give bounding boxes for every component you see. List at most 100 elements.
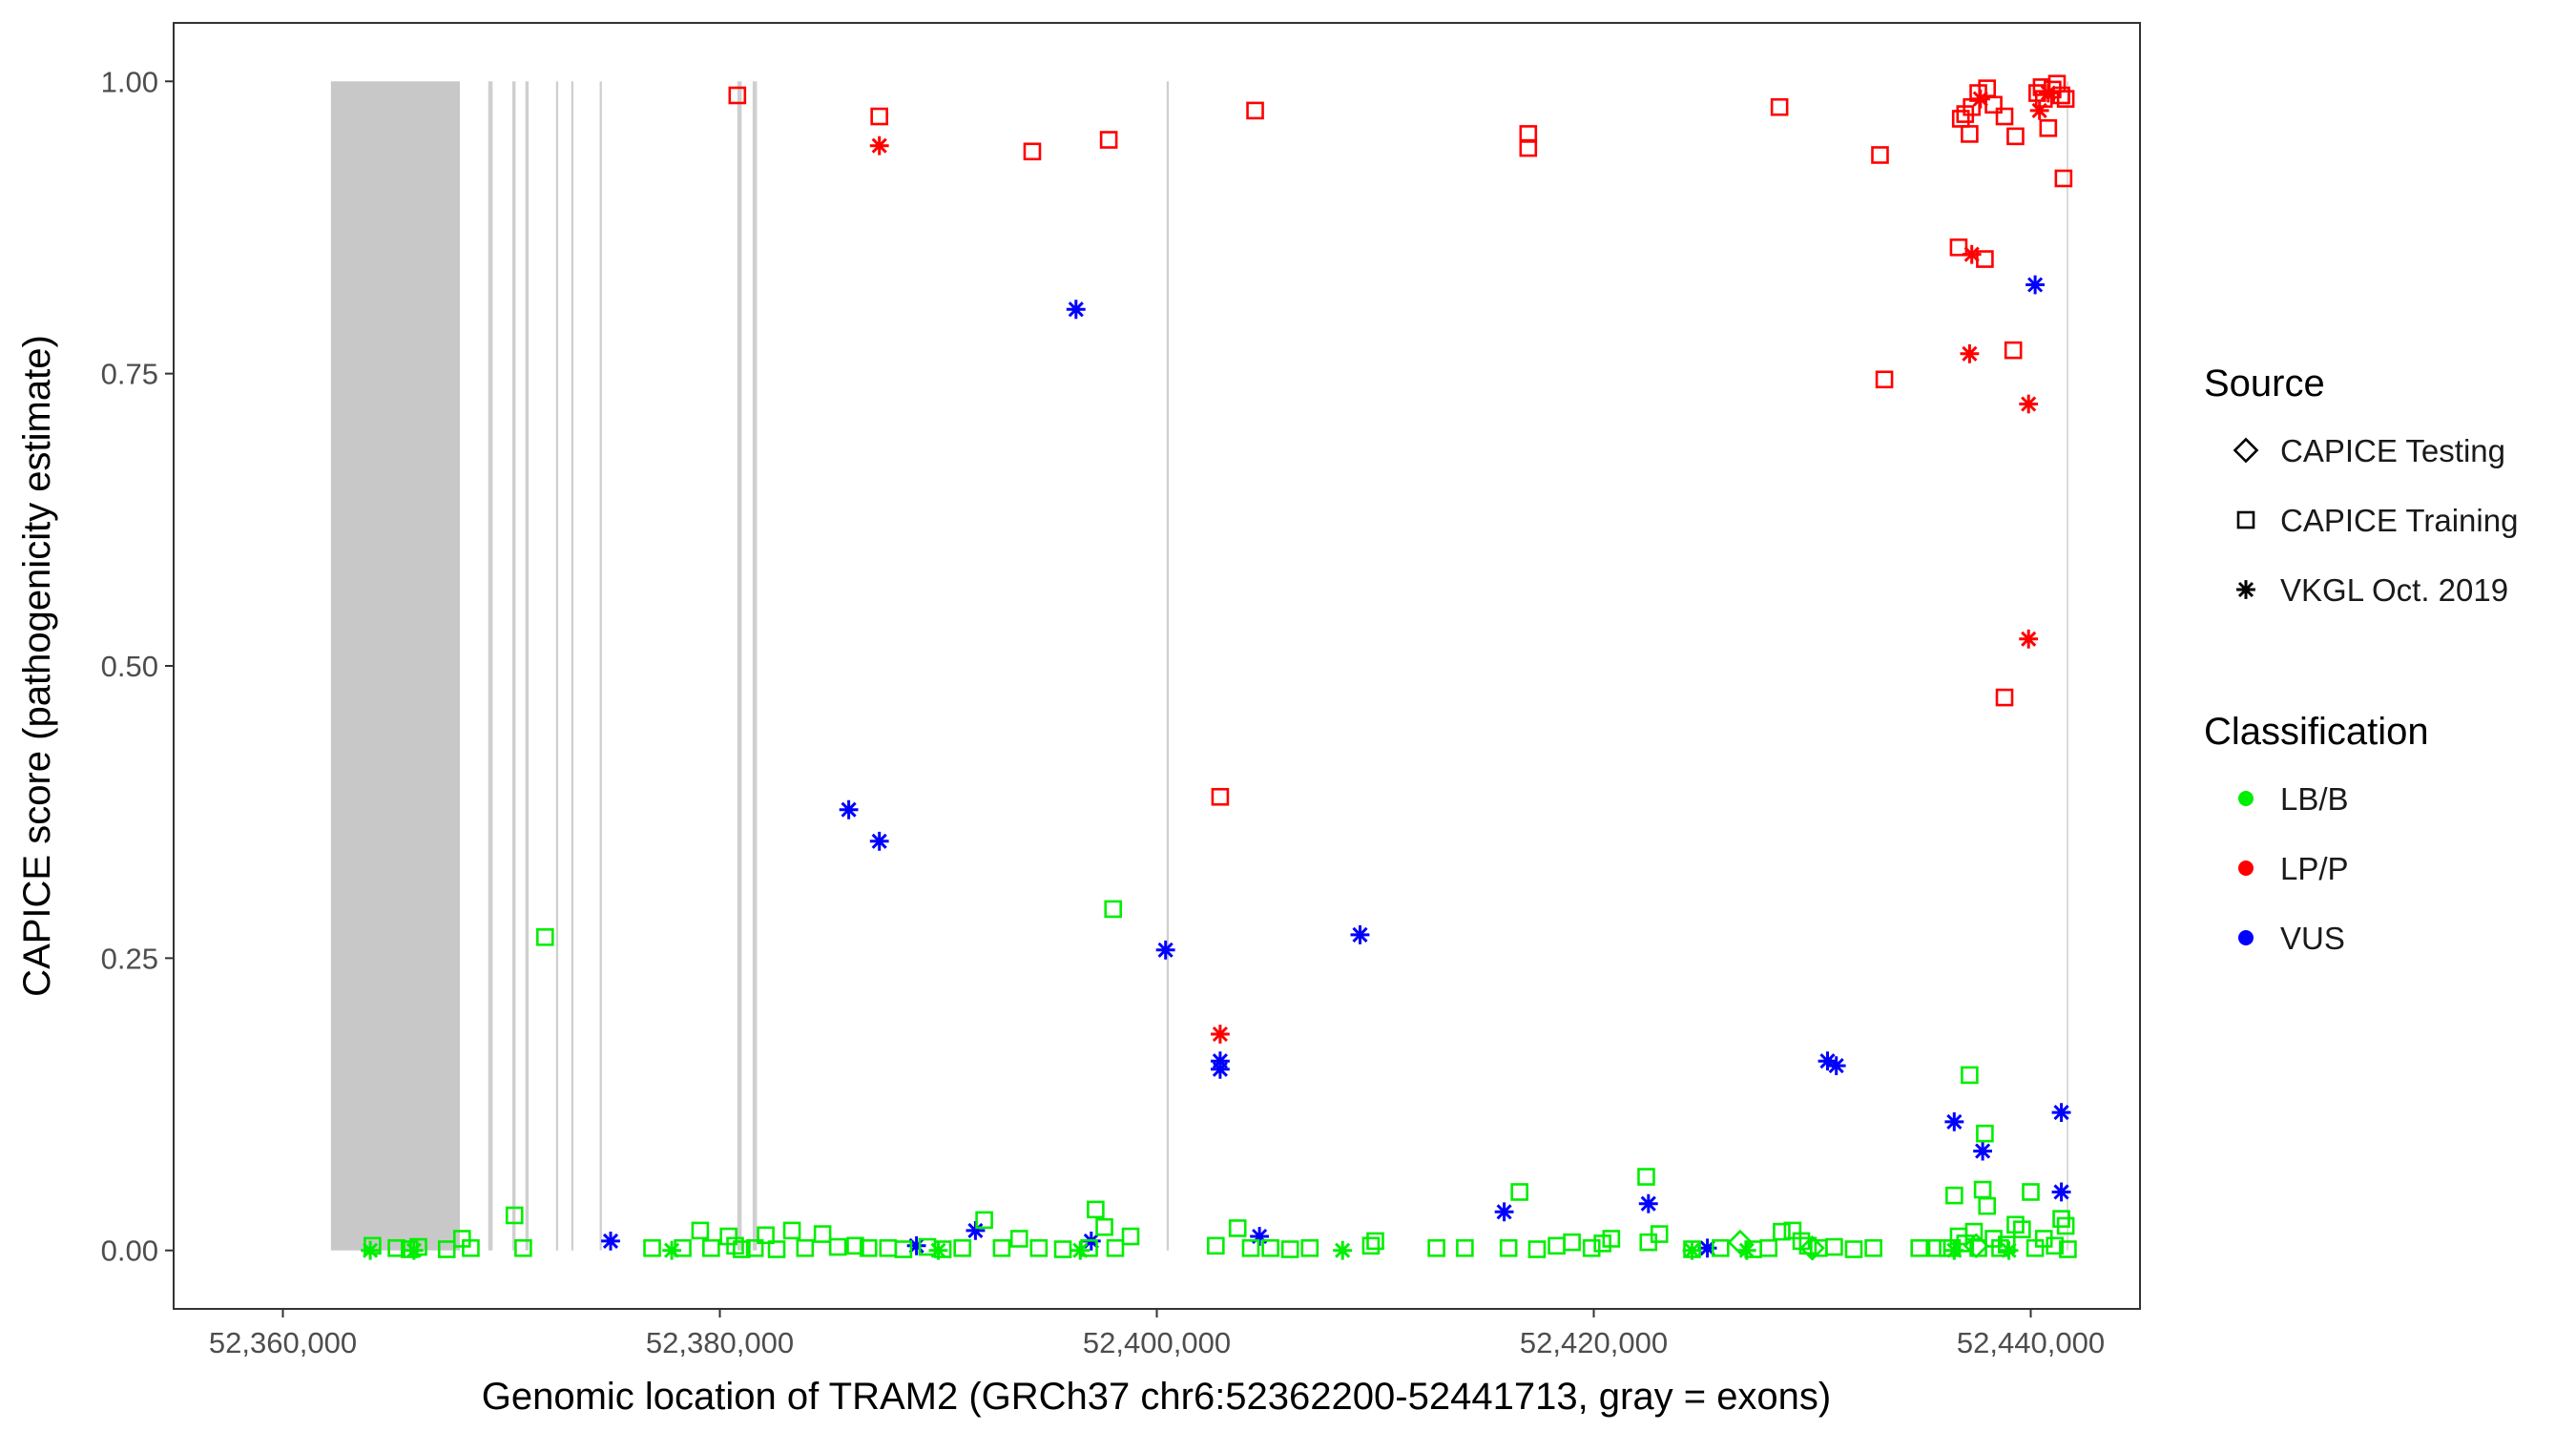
data-point-square <box>1973 1180 1992 1199</box>
data-point-square <box>674 1238 692 1257</box>
legend-class-label-lbb: LB/B <box>2280 781 2349 817</box>
legend-source-label-vkgl: VKGL Oct. 2019 <box>2280 572 2508 608</box>
data-point-star <box>839 799 859 819</box>
legend-key-diamond <box>2233 437 2259 464</box>
data-point-star <box>405 1240 424 1260</box>
data-point-square <box>691 1221 710 1240</box>
data-point-square <box>1956 105 1975 123</box>
data-point-square <box>796 1238 815 1257</box>
data-point-square <box>2022 1183 2040 1201</box>
data-point-square <box>767 1240 786 1258</box>
data-point-square <box>1961 1066 1979 1085</box>
data-points <box>361 74 2077 1261</box>
exon-regions <box>330 81 2068 1251</box>
data-point-square <box>643 1238 661 1257</box>
data-point-square <box>728 86 747 105</box>
data-point-square <box>1563 1233 1581 1252</box>
data-point-square <box>1773 1222 1791 1241</box>
data-point-diamond <box>1727 1229 1754 1255</box>
data-point-star <box>1818 1051 1838 1071</box>
data-point-star <box>1826 1056 1846 1075</box>
data-point-square <box>1871 146 1889 164</box>
data-point-star <box>1960 343 1980 363</box>
data-point-star <box>869 135 889 156</box>
data-point-square <box>846 1236 864 1255</box>
data-point-star <box>1350 924 1370 944</box>
data-point-square <box>1366 1232 1384 1251</box>
data-point-square <box>2054 169 2073 188</box>
data-point-star <box>2038 83 2058 103</box>
data-point-square <box>1995 688 2014 707</box>
data-point-star <box>2051 1103 2071 1122</box>
data-point-square <box>409 1237 427 1256</box>
legend-key-color-dot <box>2238 791 2254 806</box>
legend-key-square <box>2236 510 2255 529</box>
y-tick-label: 0.25 <box>101 942 158 975</box>
data-point-square <box>1548 1236 1566 1255</box>
exon-region <box>2067 81 2068 1251</box>
data-point-square <box>2052 86 2070 105</box>
data-point-star <box>928 1240 948 1260</box>
data-point-square <box>2006 127 2025 146</box>
legend: Source CAPICE Testing CAPICE Training VK… <box>2204 363 2518 956</box>
data-point-star <box>1944 1112 1964 1131</box>
data-point-square <box>1998 1235 2016 1254</box>
exon-region <box>511 81 516 1251</box>
data-point-square <box>2039 118 2058 137</box>
data-point-star <box>2019 394 2039 414</box>
data-point-square <box>1650 1225 1669 1243</box>
data-point-square <box>1246 101 1264 120</box>
data-point-square <box>1770 97 1789 116</box>
exon-region <box>555 81 559 1251</box>
data-point-square <box>733 1240 751 1258</box>
data-point-square <box>1427 1238 1445 1257</box>
data-point-square <box>1582 1238 1601 1257</box>
data-point-square <box>1009 1230 1028 1248</box>
data-point-square <box>859 1238 878 1257</box>
x-tick-label: 52,360,000 <box>209 1326 357 1359</box>
data-point-square <box>1121 1227 1140 1246</box>
x-tick-label: 52,400,000 <box>1083 1326 1231 1359</box>
data-point-star <box>1066 300 1086 320</box>
data-point-square <box>364 1236 382 1255</box>
data-point-star <box>1697 1238 1717 1258</box>
x-tick-label: 52,380,000 <box>646 1326 794 1359</box>
data-point-square <box>1300 1238 1319 1257</box>
data-point-square <box>1023 142 1042 161</box>
legend-class-label-lpp: LP/P <box>2280 851 2349 886</box>
data-point-star <box>869 831 889 851</box>
data-point-square <box>514 1238 532 1257</box>
data-point-square <box>1637 1168 1655 1186</box>
data-point-square <box>1087 1200 1105 1219</box>
legend-class-title: Classification <box>2204 711 2429 753</box>
data-point-star <box>361 1240 380 1260</box>
legend-key-color-dot <box>2238 861 2254 876</box>
data-point-square <box>1927 1238 1946 1257</box>
data-point-square <box>975 1211 993 1230</box>
data-point-square <box>1945 1186 1963 1205</box>
data-point-star <box>601 1232 620 1251</box>
data-point-square <box>1510 1183 1528 1201</box>
data-point-star <box>2051 1182 2071 1202</box>
data-point-square <box>535 928 554 946</box>
data-point-square <box>1961 125 1979 143</box>
data-point-star <box>2029 101 2049 120</box>
data-point-star <box>1211 1059 1230 1079</box>
legend-key-color-dot <box>2238 930 2254 945</box>
data-point-square <box>1712 1238 1730 1257</box>
y-tick-label: 0.00 <box>101 1234 158 1268</box>
data-point-square <box>782 1221 801 1240</box>
data-point-square <box>1499 1238 1518 1257</box>
data-point-star <box>2019 629 2039 649</box>
data-point-square <box>1844 1240 1863 1258</box>
exon-region <box>1166 81 1170 1251</box>
data-point-square <box>462 1238 480 1257</box>
data-point-square <box>1942 1238 1962 1257</box>
data-point-diamond <box>1799 1234 1825 1261</box>
legend-key-star <box>2236 580 2255 599</box>
data-point-square <box>1602 1230 1621 1248</box>
data-point-square <box>1969 1238 1987 1257</box>
y-tick-label: 0.75 <box>101 358 158 391</box>
data-point-square <box>1261 1238 1279 1257</box>
data-point-star <box>1155 940 1175 960</box>
